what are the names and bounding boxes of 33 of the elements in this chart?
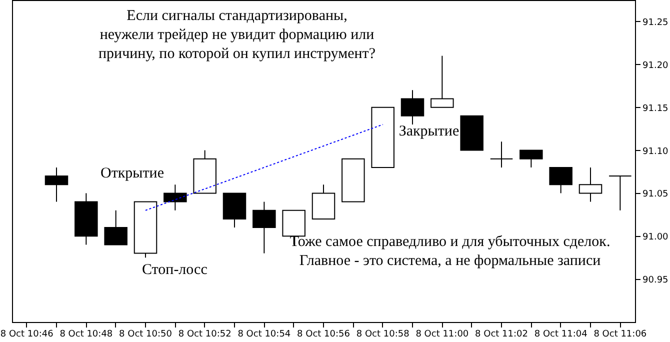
y-tick-label: 91.25 [642,18,668,28]
annotation: Если сигналы стандартизированы, неужели трейдер не увидит формацию или причину, по которой он купил инструмент? [98,8,376,62]
x-tick-label: 8 Oct 11:04 [534,330,588,340]
candlestick [44,166,68,202]
x-tick-label: 8 Oct 11:02 [475,330,528,340]
candlestick [578,166,602,202]
x-tick-label: 8 Oct 10:58 [356,330,410,340]
x-tick-label: 8 Oct 10:56 [297,330,350,340]
candlestick [520,150,543,168]
candlestick [549,166,572,194]
x-tick-label: 8 Oct 11:00 [416,330,469,340]
x-tick-label: 8 Oct 10:54 [238,330,291,340]
y-tick-label: 91.00 [642,232,669,243]
y-tick-label: 91.20 [642,60,669,71]
candlestick [104,210,128,246]
x-tick-label: 8 Oct 10:52 [178,330,232,340]
candlestick [430,55,454,108]
x-tick-label: 8 Oct 10:50 [119,330,172,340]
x-tick-label: 8 Oct 10:46 [0,330,54,340]
annotation: Закрытие [398,124,460,140]
annotation: Открытие [100,165,164,182]
x-tick-label: 8 Oct 11:06 [594,330,647,340]
annotation: Стоп-лосс [142,262,208,278]
candlestick [252,201,276,254]
candlestick [400,90,424,126]
y-tick-label: 91.10 [642,146,669,157]
candlestick [608,176,632,211]
y-tick-label: 90.95 [642,276,668,286]
candlestick [164,184,187,211]
x-tick-label: 8 Oct 10:48 [60,330,113,340]
y-tick-label: 91.05 [642,190,668,200]
y-tick-label: 91.15 [642,104,668,114]
candlestick [490,141,514,168]
